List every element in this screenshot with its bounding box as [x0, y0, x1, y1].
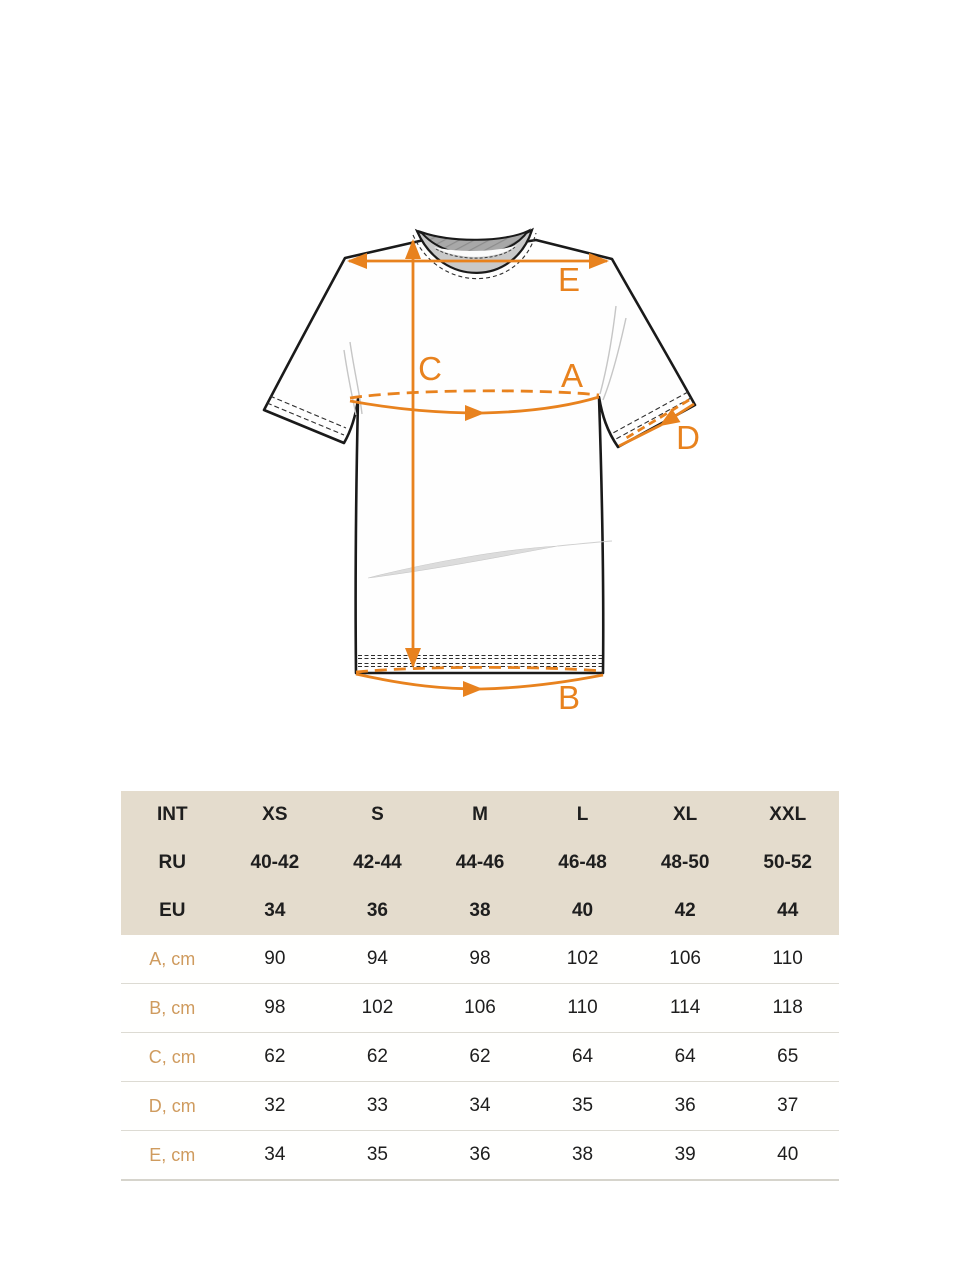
- measurement-cell: 110: [772, 948, 803, 969]
- header-cell: L: [576, 804, 589, 825]
- measurement-label: E, cm: [149, 1145, 196, 1165]
- measurement-cell: 64: [571, 1046, 594, 1067]
- measurement-cell: 106: [669, 948, 701, 969]
- header-cell: 44: [777, 900, 799, 921]
- measurement-cell: 35: [571, 1095, 594, 1116]
- measurement-cell: 102: [361, 997, 394, 1018]
- label-chest-A: A: [561, 357, 583, 394]
- measurement-cell: 36: [469, 1144, 491, 1165]
- measurement-cell: 98: [264, 997, 286, 1018]
- tshirt-outline: [262, 238, 697, 675]
- measurement-row-c: C, cm 62 62 62 64 64 65: [121, 1033, 839, 1082]
- header-label: EU: [159, 900, 186, 921]
- measurement-cell: 110: [567, 997, 598, 1018]
- measurement-cell: 64: [674, 1046, 696, 1067]
- header-cell: XS: [262, 804, 288, 825]
- measurement-label: B, cm: [149, 998, 196, 1018]
- measurement-cell: 39: [674, 1144, 696, 1165]
- measurement-cell: 34: [469, 1095, 491, 1116]
- header-cell: 44-46: [455, 852, 505, 873]
- size-table: INT XS S M L XL XXL RU 40-42 42-44 44-46…: [121, 791, 839, 1181]
- right-sleeve-stitching: [612, 391, 692, 440]
- header-row-ru: RU 40-42 42-44 44-46 46-48 48-50 50-52: [121, 839, 839, 887]
- measurement-cell: 32: [264, 1095, 286, 1116]
- label-hem-B: B: [558, 679, 580, 716]
- tshirt-diagram: C A E D B: [262, 227, 700, 716]
- measurement-row-e: E, cm 34 35 36 38 39 40: [121, 1131, 839, 1181]
- header-cell: XL: [672, 804, 698, 825]
- collar-inner-stitch: [435, 246, 516, 259]
- measurement-cell: 40: [777, 1144, 799, 1165]
- header-cell: 50-52: [763, 852, 812, 873]
- header-cell: 40-42: [250, 852, 300, 873]
- header-cell: 40: [571, 900, 594, 921]
- measurement-cell: 102: [566, 948, 599, 969]
- measurement-row-a: A, cm 90 94 98 102 106 110: [121, 935, 839, 984]
- header-label: RU: [158, 852, 186, 873]
- measurement-cell: 106: [464, 997, 496, 1018]
- header-cell: S: [371, 804, 384, 825]
- measurement-cell: 62: [264, 1046, 286, 1067]
- measurement-cell: 35: [366, 1144, 388, 1165]
- label-length-C: C: [418, 350, 442, 387]
- measurement-row-d: D, cm 32 33 34 35 36 37: [121, 1082, 839, 1131]
- measurement-cell: 34: [264, 1144, 286, 1165]
- measurement-cell: 114: [669, 997, 701, 1018]
- measure-chest-A: [349, 389, 600, 421]
- bottom-hem-stitching: [358, 655, 602, 667]
- measurement-cell: 90: [264, 948, 286, 969]
- measure-sleeve-D: [618, 398, 695, 448]
- size-table-body: A, cm 90 94 98 102 106 110 B, cm 98 102 …: [121, 935, 839, 1181]
- measurement-cell: 33: [366, 1095, 388, 1116]
- header-cell: 42-44: [353, 852, 402, 873]
- size-table-header: INT XS S M L XL XXL RU 40-42 42-44 44-46…: [121, 791, 839, 935]
- tshirt-diagram-svg: C A E D B: [262, 227, 700, 716]
- label-sleeve-D: D: [676, 419, 700, 456]
- header-cell: M: [472, 804, 488, 825]
- header-cell: 34: [264, 900, 286, 921]
- measurement-label: A, cm: [149, 949, 196, 969]
- measurement-cell: 36: [674, 1095, 696, 1116]
- header-label: INT: [156, 804, 188, 825]
- measurement-cell: 62: [469, 1046, 491, 1067]
- measurement-cell: 94: [366, 948, 388, 969]
- measurement-label: D, cm: [148, 1096, 196, 1116]
- header-row-int: INT XS S M L XL XXL: [121, 791, 839, 839]
- measurement-cell: 65: [777, 1046, 799, 1067]
- header-cell: 36: [366, 900, 388, 921]
- measure-hem-B: [355, 665, 604, 697]
- header-row-eu: EU 34 36 38 40 42 44: [121, 887, 839, 935]
- header-cell: 38: [469, 900, 491, 921]
- measurement-cell: 62: [366, 1046, 388, 1067]
- label-shoulder-E: E: [558, 261, 580, 298]
- measurement-cell: 98: [469, 948, 491, 969]
- left-sleeve-stitching: [266, 395, 347, 436]
- header-cell: 46-48: [558, 852, 607, 873]
- header-cell: 42: [674, 900, 696, 921]
- measurement-row-b: B, cm 98 102 106 110 114 118: [121, 984, 839, 1033]
- measurement-cell: 38: [571, 1144, 594, 1165]
- measurement-cell: 37: [777, 1095, 799, 1116]
- measurement-label: C, cm: [148, 1047, 196, 1067]
- measurement-cell: 118: [772, 997, 803, 1018]
- header-cell: XXL: [769, 804, 807, 825]
- header-cell: 48-50: [660, 852, 710, 873]
